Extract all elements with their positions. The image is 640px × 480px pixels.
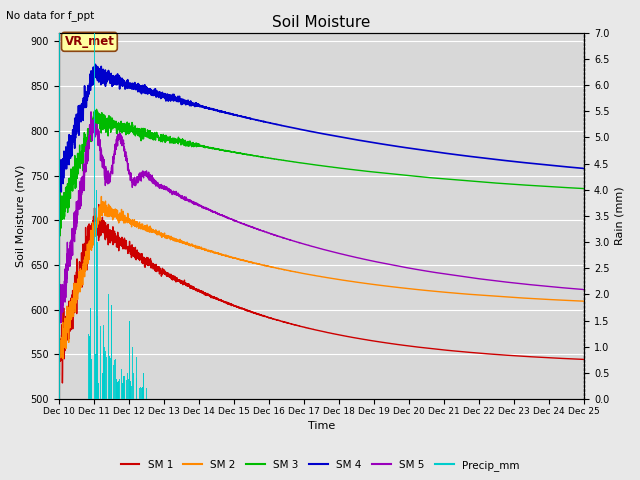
Y-axis label: Soil Moisture (mV): Soil Moisture (mV) bbox=[15, 165, 25, 267]
Y-axis label: Rain (mm): Rain (mm) bbox=[615, 187, 625, 245]
Text: No data for f_ppt: No data for f_ppt bbox=[6, 10, 95, 21]
Title: Soil Moisture: Soil Moisture bbox=[273, 15, 371, 30]
X-axis label: Time: Time bbox=[308, 421, 335, 432]
Legend: SM 1, SM 2, SM 3, SM 4, SM 5, Precip_mm: SM 1, SM 2, SM 3, SM 4, SM 5, Precip_mm bbox=[116, 456, 524, 475]
Text: VR_met: VR_met bbox=[65, 36, 115, 48]
